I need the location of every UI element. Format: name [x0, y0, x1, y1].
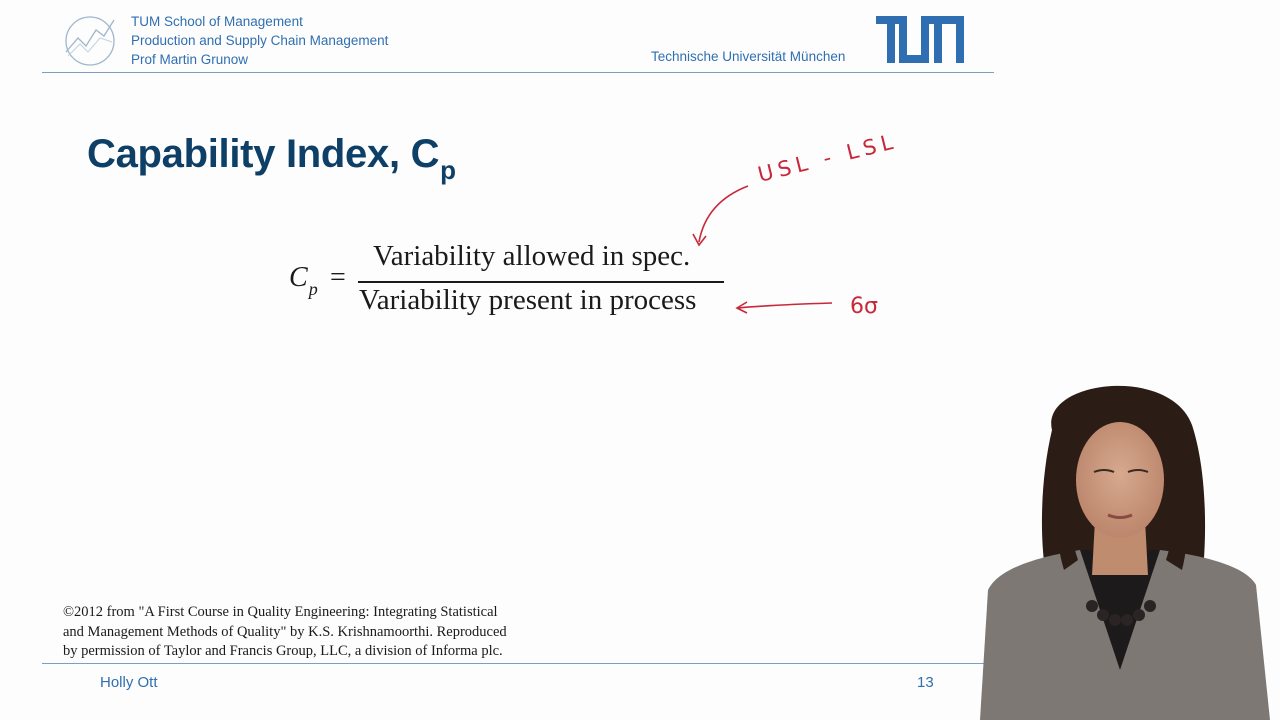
university-name: Technische Universität München: [651, 49, 846, 64]
denominator-arrow-icon: [737, 302, 833, 309]
formula-numerator: Variability allowed in spec.: [373, 240, 691, 272]
denominator-annotation: 6σ: [735, 294, 878, 319]
slide-title-subscript: p: [440, 155, 456, 185]
slide-title-text: Capability Index, C: [87, 132, 440, 176]
copyright-line: ©2012 from "A First Course in Quality En…: [63, 604, 498, 620]
footer-divider: [42, 663, 1022, 664]
denominator-note-text: 6σ: [850, 294, 878, 319]
header-divider: [42, 72, 994, 73]
denominator-arrowhead-icon: [735, 301, 748, 314]
org-lines: TUM School of Management Production and …: [131, 12, 388, 69]
copyright-notice: ©2012 from "A First Course in Quality En…: [63, 603, 507, 662]
chart-circle-logo-icon: [65, 16, 115, 66]
org-line-professor: Prof Martin Grunow: [131, 52, 249, 67]
numerator-annotation: USL - LSL: [692, 129, 900, 247]
formula-denominator: Variability present in process: [359, 284, 697, 316]
presenter-video: [980, 385, 1270, 720]
copyright-line: and Management Methods of Quality" by K.…: [63, 623, 507, 640]
formula-lhs-symbol: C: [289, 262, 308, 293]
numerator-note-text: USL - LSL: [755, 129, 900, 187]
tum-wordmark-logo: [876, 16, 964, 63]
org-line-school: TUM School of Management: [131, 14, 303, 29]
formula-lhs-subscript: p: [308, 279, 318, 299]
footer-author: Holly Ott: [100, 674, 158, 691]
slide-title: Capability Index, Cp: [87, 132, 456, 185]
page-number: 13: [917, 674, 934, 691]
formula-lhs: Cp: [289, 262, 318, 299]
numerator-arrow-icon: [698, 185, 749, 243]
org-line-department: Production and Supply Chain Management: [131, 33, 389, 48]
formula-fraction-bar: [358, 281, 724, 283]
numerator-arrowhead-icon: [692, 233, 707, 247]
formula-equals: =: [330, 262, 346, 293]
copyright-line: by permission of Taylor and Francis Grou…: [63, 643, 503, 659]
